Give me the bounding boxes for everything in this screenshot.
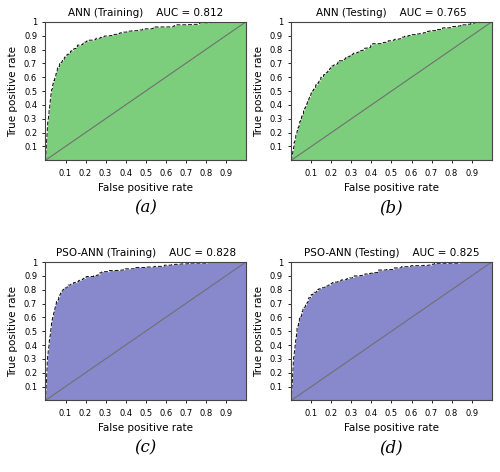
X-axis label: False positive rate: False positive rate bbox=[344, 183, 439, 193]
X-axis label: False positive rate: False positive rate bbox=[344, 423, 439, 433]
X-axis label: False positive rate: False positive rate bbox=[98, 423, 193, 433]
Title: ANN (Training)    AUC = 0.812: ANN (Training) AUC = 0.812 bbox=[68, 8, 224, 18]
Title: PSO-ANN (Testing)    AUC = 0.825: PSO-ANN (Testing) AUC = 0.825 bbox=[304, 248, 479, 259]
Title: ANN (Testing)    AUC = 0.765: ANN (Testing) AUC = 0.765 bbox=[316, 8, 467, 18]
Y-axis label: True positive rate: True positive rate bbox=[254, 46, 264, 136]
Text: (b): (b) bbox=[380, 199, 404, 216]
X-axis label: False positive rate: False positive rate bbox=[98, 183, 193, 193]
Y-axis label: True positive rate: True positive rate bbox=[8, 46, 18, 136]
Text: (d): (d) bbox=[380, 439, 404, 456]
Text: (a): (a) bbox=[134, 199, 157, 216]
Text: (c): (c) bbox=[134, 439, 157, 456]
Y-axis label: True positive rate: True positive rate bbox=[8, 286, 18, 377]
Title: PSO-ANN (Training)    AUC = 0.828: PSO-ANN (Training) AUC = 0.828 bbox=[56, 248, 236, 259]
Y-axis label: True positive rate: True positive rate bbox=[254, 286, 264, 377]
